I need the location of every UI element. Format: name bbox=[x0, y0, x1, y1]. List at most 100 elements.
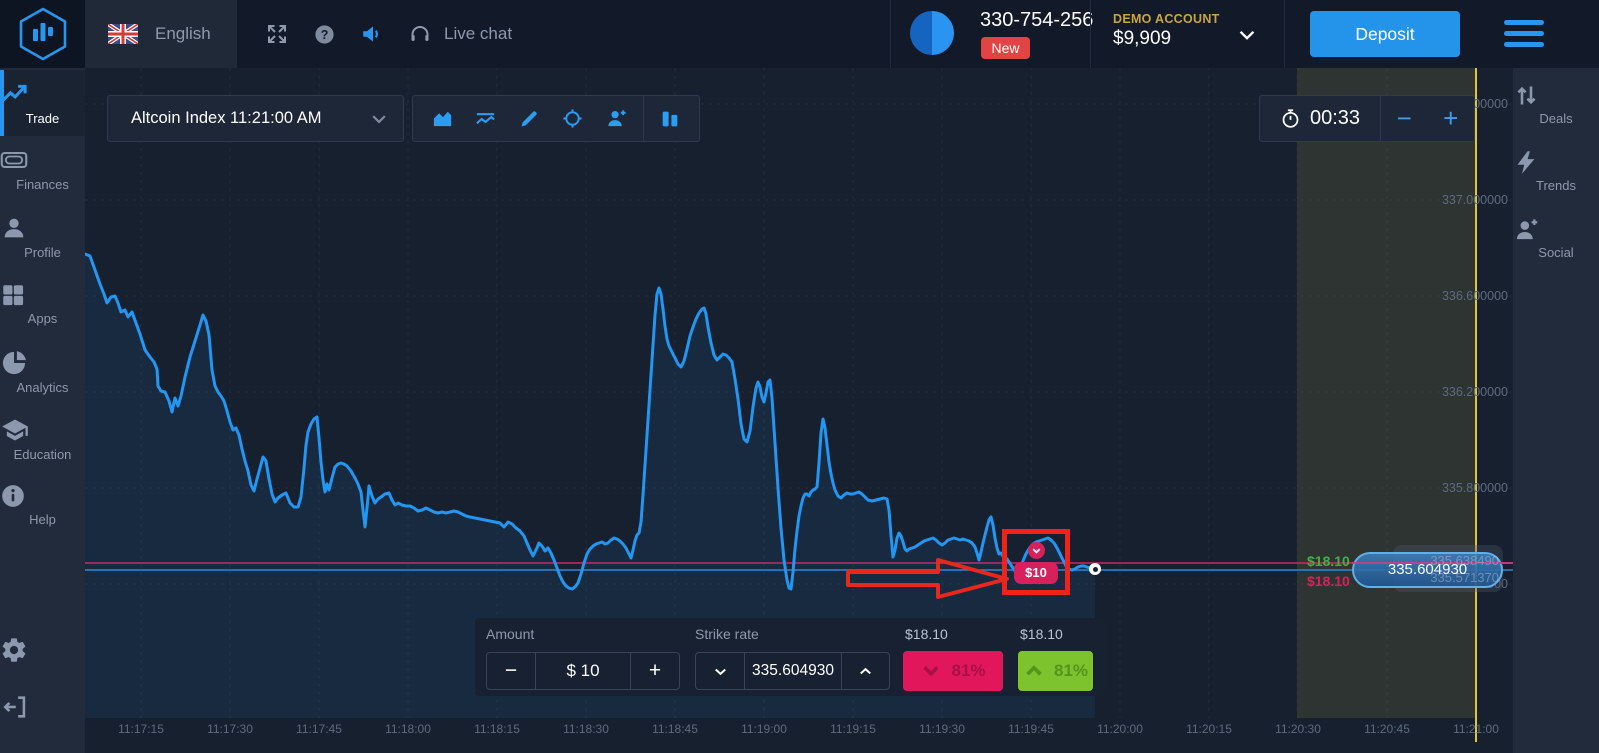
x-tick-label: 11:21:00 bbox=[1453, 722, 1499, 736]
sidebar-item-education[interactable]: Education bbox=[0, 416, 85, 462]
account-type-label: DEMO ACCOUNT bbox=[1113, 12, 1220, 26]
plus-icon: + bbox=[648, 659, 662, 682]
left-sidebar: Trade Finances Profile Apps Analytics Ed… bbox=[0, 68, 85, 753]
x-tick-label: 11:20:45 bbox=[1364, 722, 1410, 736]
current-rate-bubble bbox=[1352, 552, 1503, 588]
sidebar-label: Help bbox=[29, 512, 56, 527]
annotation-rectangle bbox=[1002, 529, 1070, 595]
copy-traders-button[interactable] bbox=[599, 96, 633, 141]
lightning-icon bbox=[1517, 151, 1535, 174]
sidebar-item-analytics[interactable]: Analytics bbox=[0, 349, 85, 395]
strike-line-segment bbox=[1352, 562, 1513, 564]
strike-increase-button[interactable] bbox=[841, 653, 889, 689]
x-tick-label: 11:17:15 bbox=[118, 722, 164, 736]
sidebar-item-finances[interactable]: Finances bbox=[0, 146, 85, 192]
chevron-up-icon bbox=[1026, 665, 1042, 676]
up-percent: 81% bbox=[1053, 661, 1089, 680]
asset-name: Altcoin Index 11:21:00 AM bbox=[131, 109, 322, 127]
uk-flag-icon bbox=[108, 24, 138, 44]
fullscreen-button[interactable] bbox=[265, 0, 289, 68]
expiry-timer: 00:33 − + bbox=[1259, 95, 1475, 142]
stopwatch-icon bbox=[1282, 109, 1299, 128]
trade-up-button[interactable]: 81% bbox=[1018, 651, 1093, 691]
sidebar-item-trends[interactable]: Trends bbox=[1513, 149, 1599, 193]
question-icon: ? bbox=[315, 24, 334, 44]
help-button[interactable]: ? bbox=[313, 0, 336, 68]
asset-selector[interactable]: Altcoin Index 11:21:00 AM bbox=[107, 95, 404, 142]
purchase-zone bbox=[1297, 68, 1476, 718]
sidebar-item-trade[interactable]: Trade bbox=[0, 80, 85, 126]
x-tick-label: 11:18:00 bbox=[385, 722, 431, 736]
multichart-button[interactable] bbox=[653, 96, 687, 141]
sidebar-item-help[interactable]: Help bbox=[0, 483, 85, 527]
payout-up-amount: $18.10 bbox=[1020, 626, 1063, 642]
divider bbox=[1090, 0, 1091, 68]
upper-strike-value: 335.638490 bbox=[1430, 553, 1499, 568]
strike-rate-value[interactable]: 335.604930 bbox=[752, 662, 834, 679]
amount-increase-button[interactable]: + bbox=[630, 653, 679, 689]
draw-button[interactable] bbox=[512, 96, 546, 141]
menu-button[interactable] bbox=[1504, 20, 1544, 47]
banknote-icon bbox=[0, 151, 28, 169]
live-chat-button[interactable]: Live chat bbox=[408, 0, 512, 68]
sidebar-item-social[interactable]: Social bbox=[1513, 216, 1599, 260]
grid-icon bbox=[3, 285, 24, 306]
sidebar-item-apps[interactable]: Apps bbox=[0, 282, 85, 326]
settings-button[interactable] bbox=[0, 636, 85, 664]
chevron-down-icon bbox=[1032, 548, 1041, 554]
chevron-down-icon bbox=[372, 114, 386, 123]
account-menu-button[interactable] bbox=[1236, 24, 1258, 46]
multichart-icon bbox=[662, 111, 678, 126]
divider bbox=[890, 0, 891, 68]
amount-decrease-button[interactable]: − bbox=[487, 653, 536, 689]
price-chart[interactable] bbox=[85, 68, 1513, 753]
chart-toolbar bbox=[412, 95, 700, 142]
x-tick-label: 11:19:00 bbox=[741, 722, 787, 736]
timer-display: 00:33 bbox=[1260, 96, 1381, 141]
x-tick-label: 11:19:15 bbox=[830, 722, 876, 736]
sidebar-label: Trade bbox=[25, 111, 60, 126]
current-price-dot bbox=[1089, 563, 1101, 575]
deal-amount-marker[interactable]: $10 bbox=[1014, 562, 1058, 584]
x-tick-label: 11:20:00 bbox=[1097, 722, 1143, 736]
person-icon bbox=[4, 218, 24, 238]
series-area bbox=[85, 254, 1095, 718]
deposit-button[interactable]: Deposit bbox=[1310, 11, 1460, 57]
lower-strike-value: 335.571370 bbox=[1430, 570, 1499, 585]
logout-icon bbox=[3, 696, 26, 718]
chevron-down-icon bbox=[714, 668, 726, 675]
pencil-icon bbox=[521, 110, 537, 127]
amount-label: Amount bbox=[486, 626, 535, 642]
live-chat-label: Live chat bbox=[444, 24, 513, 43]
x-tick-label: 11:19:30 bbox=[919, 722, 965, 736]
time-zoom-out-button[interactable]: − bbox=[1396, 103, 1412, 133]
top-bar: English ? Live chat bbox=[0, 0, 1599, 68]
chart-type-button[interactable] bbox=[425, 96, 459, 141]
amount-value[interactable]: $ 10 bbox=[566, 661, 600, 680]
time-zoom-in-button[interactable]: + bbox=[1443, 103, 1459, 133]
logout-button[interactable] bbox=[0, 693, 85, 721]
strike-decrease-button[interactable] bbox=[696, 653, 745, 689]
strike-rate-stepper: 335.604930 bbox=[695, 652, 890, 690]
y-tick-label: 335.800000 bbox=[1441, 481, 1508, 495]
language-label: English bbox=[155, 24, 211, 43]
language-selector[interactable]: English bbox=[85, 0, 237, 68]
sound-button[interactable] bbox=[360, 0, 386, 68]
info-icon bbox=[2, 485, 24, 507]
logo[interactable] bbox=[0, 0, 85, 68]
up-down-arrows-icon bbox=[1517, 86, 1536, 105]
sidebar-item-profile[interactable]: Profile bbox=[0, 214, 85, 260]
divider bbox=[1284, 0, 1285, 68]
sidebar-label: Profile bbox=[24, 245, 61, 260]
sidebar-item-deals[interactable]: Deals bbox=[1513, 82, 1599, 126]
avatar[interactable] bbox=[910, 11, 954, 55]
trade-down-button[interactable]: 81% bbox=[903, 651, 1003, 691]
indicators-button[interactable] bbox=[469, 96, 503, 141]
series-line bbox=[85, 252, 1097, 591]
person-plus-icon bbox=[607, 110, 626, 127]
svg-text:?: ? bbox=[321, 27, 329, 41]
y-tick-label: 336.600000 bbox=[1441, 289, 1508, 303]
deal-direction-badge[interactable] bbox=[1028, 542, 1045, 559]
crosshair-button[interactable] bbox=[556, 96, 590, 141]
new-badge: New bbox=[981, 37, 1030, 59]
